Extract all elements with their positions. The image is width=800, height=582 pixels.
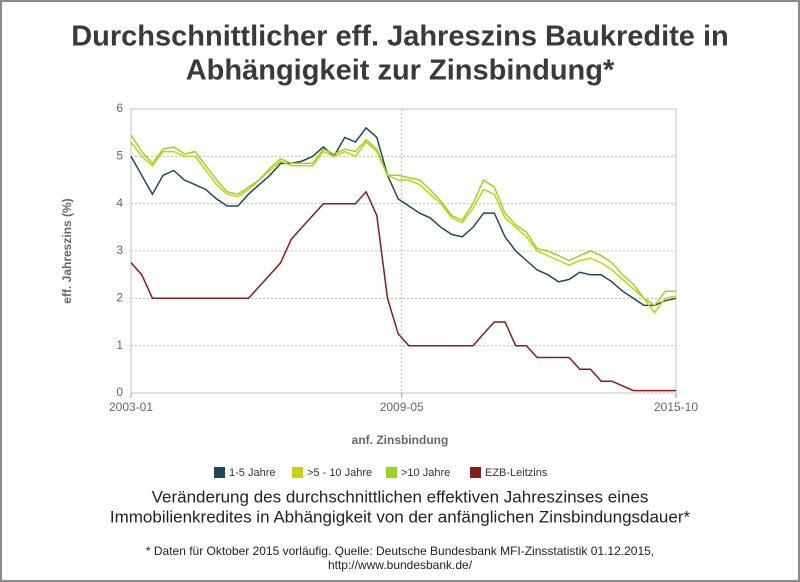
x-axis-title: anf. Zinsbindung <box>352 433 449 447</box>
x-tick-label: 2015-10 <box>654 400 698 414</box>
footnote: * Daten für Oktober 2015 vorläufig. Quel… <box>146 544 654 558</box>
y-tick-label: 2 <box>116 291 123 305</box>
footnote: http://www.bundesbank.de/ <box>328 558 473 572</box>
y-tick-label: 4 <box>116 196 123 210</box>
legend-swatch <box>386 467 397 478</box>
subtitle: Immobilienkredites in Abhängigkeit von d… <box>110 507 691 526</box>
legend-swatch <box>292 467 303 478</box>
x-tick-label: 2003-01 <box>109 400 153 414</box>
series-line <box>130 134 676 307</box>
chart-title: Abhängigkeit zur Zinsbindung* <box>186 55 615 87</box>
legend-swatch <box>470 467 481 478</box>
legend-label: 1-5 Jahre <box>229 467 275 479</box>
series-line <box>130 140 677 314</box>
legend-label: >10 Jahre <box>401 467 450 479</box>
y-tick-label: 5 <box>116 149 123 163</box>
subtitle: Veränderung des durchschnittlichen effek… <box>152 487 649 506</box>
series-line <box>130 190 676 392</box>
legend-label: >5 - 10 Jahre <box>307 467 372 479</box>
legend-label: EZB-Leitzins <box>485 467 548 479</box>
y-tick-label: 1 <box>116 338 123 352</box>
y-tick-label: 3 <box>116 243 123 257</box>
y-tick-label: 6 <box>116 101 123 115</box>
legend-swatch <box>214 467 225 478</box>
x-tick-label: 2009-05 <box>380 400 424 414</box>
chart-title: Durchschnittlicher eff. Jahreszins Baukr… <box>71 21 729 53</box>
y-axis-title: eff. Jahreszins (%) <box>60 198 74 303</box>
y-tick-label: 0 <box>116 385 123 399</box>
series-line <box>130 126 677 307</box>
